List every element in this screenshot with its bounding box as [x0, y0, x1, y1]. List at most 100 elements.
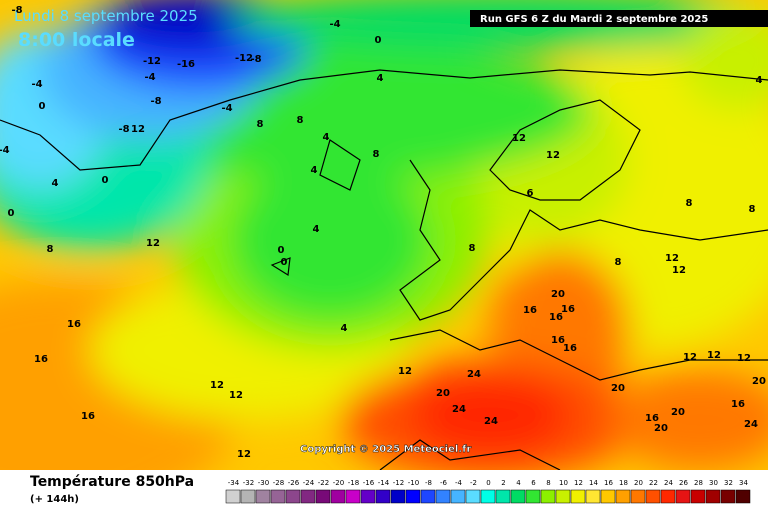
- legend-swatch: [315, 489, 331, 504]
- isotherm-label: -8: [11, 5, 22, 16]
- legend-swatch: [585, 489, 601, 504]
- legend-swatch: [225, 489, 241, 504]
- legend-label: 6: [531, 479, 536, 487]
- isotherm-label: 8: [749, 204, 756, 215]
- isotherm-label: 12: [546, 150, 560, 161]
- legend-swatch: [300, 489, 316, 504]
- isotherm-label: 12: [737, 353, 751, 364]
- legend-label: 24: [664, 479, 673, 487]
- legend-label: 22: [649, 479, 658, 487]
- legend-swatch: [270, 489, 286, 504]
- isotherm-label: 0: [102, 175, 109, 186]
- isotherm-label: -4: [329, 19, 340, 30]
- isotherm-label: -12: [143, 56, 161, 67]
- isotherm-label: 20: [436, 388, 450, 399]
- legend-swatch: [720, 489, 736, 504]
- legend-label: -22: [318, 479, 329, 487]
- legend-swatch: [705, 489, 721, 504]
- legend-swatch: [480, 489, 496, 504]
- isotherm-label: 4: [52, 178, 59, 189]
- legend-label: -28: [273, 479, 284, 487]
- legend-label: -26: [288, 479, 300, 487]
- isotherm-label: -4: [144, 72, 155, 83]
- legend-swatch: [525, 489, 541, 504]
- isotherm-label: 16: [731, 399, 745, 410]
- legend-label: 0: [486, 479, 490, 487]
- legend-label: -16: [363, 479, 375, 487]
- legend-swatch: [435, 489, 451, 504]
- isotherm-label: 20: [551, 289, 565, 300]
- isotherm-label: 12: [146, 238, 160, 249]
- legend-label: 4: [516, 479, 521, 487]
- legend-label: 32: [724, 479, 733, 487]
- isotherm-label: 16: [563, 343, 577, 354]
- legend-swatch: [495, 489, 511, 504]
- isotherm-label: 12: [210, 380, 224, 391]
- map-date: Lundi 8 septembre 2025: [14, 7, 198, 25]
- isotherm-label: 12: [683, 352, 697, 363]
- isotherm-label: 24: [452, 404, 466, 415]
- legend-label: -4: [455, 479, 463, 487]
- isotherm-label: 12: [398, 366, 412, 377]
- legend-swatch: [420, 489, 436, 504]
- legend-label: 26: [679, 479, 688, 487]
- isotherm-label: 20: [752, 376, 766, 387]
- isotherm-label: 24: [484, 416, 498, 427]
- legend-label: -18: [348, 479, 359, 487]
- legend-label: 16: [604, 479, 613, 487]
- isotherm-label: -8: [118, 124, 129, 135]
- isotherm-label: -4: [31, 79, 42, 90]
- legend-label: -6: [440, 479, 448, 487]
- legend-label: 10: [559, 479, 568, 487]
- isotherm-label: 24: [744, 419, 758, 430]
- legend-label: 18: [619, 479, 628, 487]
- legend-swatch: [255, 489, 271, 504]
- isotherm-label: 8: [297, 115, 304, 126]
- legend-swatch: [540, 489, 556, 504]
- legend-label: -34: [228, 479, 240, 487]
- isotherm-label: 12: [707, 350, 721, 361]
- legend-label: -2: [470, 479, 477, 487]
- copyright: Copyright © 2025 Meteociel.fr: [300, 444, 471, 455]
- isotherm-label: 16: [645, 413, 659, 424]
- model-run: Run GFS 6 Z du Mardi 2 septembre 2025: [480, 14, 708, 25]
- isotherm-label: 16: [561, 304, 575, 315]
- isotherm-label: 16: [67, 319, 81, 330]
- isotherm-label: 16: [81, 411, 95, 422]
- isotherm-label: 4: [756, 75, 763, 86]
- isotherm-label: 0: [281, 257, 288, 268]
- legend-label: -12: [393, 479, 404, 487]
- isotherm-label: 20: [671, 407, 685, 418]
- legend-label: -10: [408, 479, 419, 487]
- legend-swatch: [240, 489, 256, 504]
- legend-label: 2: [501, 479, 505, 487]
- isotherm-label: 8: [257, 119, 264, 130]
- legend-label: -24: [303, 479, 315, 487]
- legend-label: -30: [258, 479, 269, 487]
- legend-label: 14: [589, 479, 598, 487]
- legend-swatch: [600, 489, 616, 504]
- legend-label: 28: [694, 479, 703, 487]
- legend-swatch: [405, 489, 421, 504]
- isotherm-label: 4: [377, 73, 384, 84]
- legend-swatch: [360, 489, 376, 504]
- legend-swatch: [345, 489, 361, 504]
- legend-swatch: [735, 489, 751, 504]
- isotherm-label: 12: [665, 253, 679, 264]
- isotherm-label: 0: [278, 245, 285, 256]
- isotherm-label: 8: [373, 149, 380, 160]
- isotherm-label: -12: [235, 53, 253, 64]
- isotherm-label: 8: [469, 243, 476, 254]
- legend-swatch: [390, 489, 406, 504]
- isotherm-label: 4: [311, 165, 318, 176]
- isotherm-label: 24: [467, 369, 481, 380]
- isotherm-label: -16: [177, 59, 195, 70]
- isotherm-label: -4: [221, 103, 232, 114]
- isotherm-label: -8: [250, 54, 261, 65]
- isotherm-label: 8: [615, 257, 622, 268]
- isotherm-label: 4: [323, 132, 330, 143]
- isotherm-label: 8: [686, 198, 693, 209]
- legend-swatch: [450, 489, 466, 504]
- legend-label: 12: [574, 479, 583, 487]
